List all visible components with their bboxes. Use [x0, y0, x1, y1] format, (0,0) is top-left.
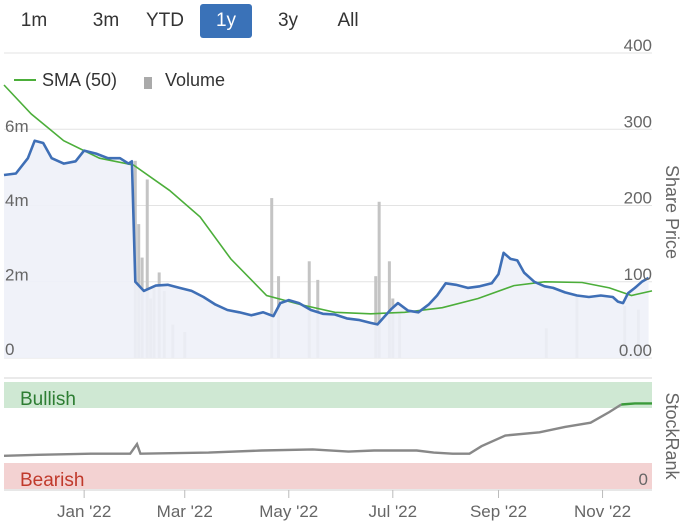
bearish-label: Bearish: [20, 470, 84, 491]
range-selector: 1m 3m YTD 1y 3y All: [0, 0, 687, 44]
bullish-band: [4, 382, 652, 408]
range-button-3m[interactable]: 3m: [92, 10, 120, 31]
bullish-label: Bullish: [20, 389, 76, 410]
price-plot: [3, 84, 653, 358]
x-tick-label: Jan '22: [57, 502, 111, 521]
x-tick-label: Sep '22: [470, 502, 527, 521]
x-tick-label: Mar '22: [157, 502, 213, 521]
volume-tick-label: 2m: [5, 266, 29, 285]
stockrank-line: [3, 403, 622, 457]
volume-bar: [377, 201, 381, 358]
range-button-3y[interactable]: 3y: [277, 10, 299, 31]
volume-tick-label: 0: [5, 340, 14, 359]
volume-bar: [374, 276, 378, 358]
price-tick-label: 300: [624, 112, 652, 131]
stockrank-line-recent: [621, 402, 652, 406]
price-tick-label: 0.00: [619, 341, 652, 360]
legend[interactable]: SMA (50) Volume: [14, 70, 225, 90]
price-area: [4, 140, 649, 358]
volume-tick-label: 6m: [5, 117, 29, 136]
volume-bar: [270, 198, 274, 358]
range-button-1y[interactable]: 1y: [200, 4, 252, 38]
range-button-ytd[interactable]: YTD: [146, 10, 184, 31]
x-tick-label: Nov '22: [574, 502, 631, 521]
range-button-1m[interactable]: 1m: [20, 10, 48, 31]
range-button-all[interactable]: All: [337, 10, 359, 31]
bearish-band: [4, 463, 652, 489]
sma-line: [3, 84, 653, 315]
price-tick-label: 200: [624, 189, 652, 208]
x-tick-label: Jul '22: [368, 502, 417, 521]
stockrank-panel: Bullish Bearish 0 StockRank: [3, 377, 682, 491]
x-axis: Jan '22 Mar '22 May '22 Jul '22 Sep '22 Nov '…: [4, 489, 652, 521]
volume-tick-label: 4m: [5, 191, 29, 210]
stockrank-axis-title: StockRank: [662, 392, 682, 480]
axis-labels: 0.00 100 200 300 400 0 2m 4m 6m Share Price: [5, 36, 682, 360]
price-axis-title: Share Price: [662, 165, 682, 259]
x-tick-label: May '22: [259, 502, 318, 521]
legend-volume-label[interactable]: Volume: [165, 70, 225, 90]
price-line: [3, 139, 650, 326]
stockrank-zero-label: 0: [639, 470, 648, 489]
volume-bar: [145, 179, 149, 358]
legend-sma-label[interactable]: SMA (50): [42, 70, 117, 90]
volume-legend-swatch-icon: [144, 77, 152, 89]
price-tick-label: 400: [624, 36, 652, 55]
price-tick-label: 100: [624, 265, 652, 284]
